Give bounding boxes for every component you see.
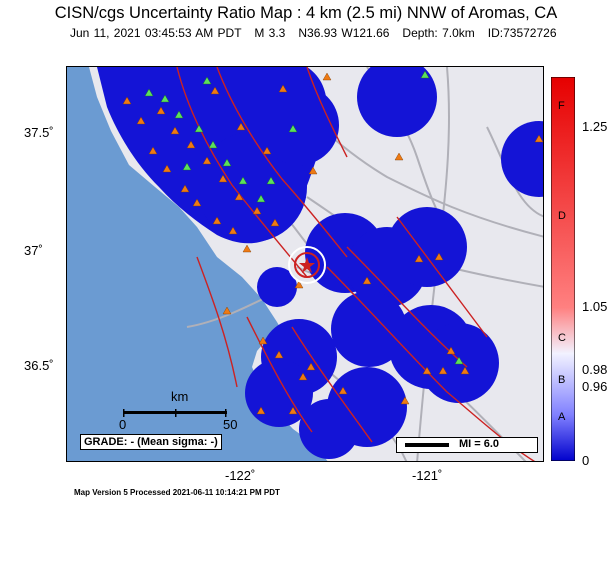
cb-letter-c: C — [558, 332, 566, 344]
mi-legend-line — [405, 443, 449, 447]
scale-ruler — [123, 409, 227, 417]
colorbar — [550, 76, 576, 462]
cb-value-0: 0 — [582, 453, 590, 468]
scale-end: 50 — [223, 417, 238, 432]
cb-letter-a: A — [558, 411, 566, 423]
mi-legend-text: MI = 6.0 — [459, 438, 500, 450]
event-info: Jun 11, 2021 03:45:53 AM PDT M 3.3 N36.9… — [70, 26, 557, 40]
stations-green — [144, 70, 464, 365]
map-title: CISN/cgs Uncertainty Ratio Map : 4 km (2… — [54, 4, 558, 22]
epicenter-star — [288, 246, 326, 284]
y-tick-36.5: 36.5˚ — [24, 358, 54, 373]
cb-letter-f: F — [558, 100, 565, 112]
map-canvas — [67, 67, 543, 461]
grade-label: GRADE: - (Mean sigma: -) — [80, 434, 222, 450]
y-tick-37.5: 37.5˚ — [24, 125, 54, 140]
scale-unit: km — [171, 389, 189, 404]
cb-value-1.25: 1.25 — [582, 119, 608, 134]
cb-letter-b: B — [558, 374, 566, 386]
pacific-ocean — [67, 67, 328, 461]
scale-start: 0 — [119, 417, 127, 432]
footer-version: Map Version 5 Processed 2021-06-11 10:14… — [74, 488, 280, 497]
x-tick-121: -121˚ — [412, 468, 443, 483]
x-tick-122: -122˚ — [225, 468, 256, 483]
stations-orange — [122, 72, 543, 415]
cb-value-1.05: 1.05 — [582, 299, 608, 314]
cb-letter-d: D — [558, 210, 566, 222]
scale-bar: km 0 50 — [79, 389, 245, 441]
cb-value-0.96: 0.96 — [582, 379, 608, 394]
y-tick-37: 37˚ — [24, 243, 43, 258]
fault-lines — [176, 67, 536, 461]
cb-value-0.98: 0.98 — [582, 362, 608, 377]
map-panel[interactable] — [66, 66, 544, 462]
mi-legend: MI = 6.0 — [396, 437, 538, 453]
colorbar-gradient — [550, 76, 576, 462]
